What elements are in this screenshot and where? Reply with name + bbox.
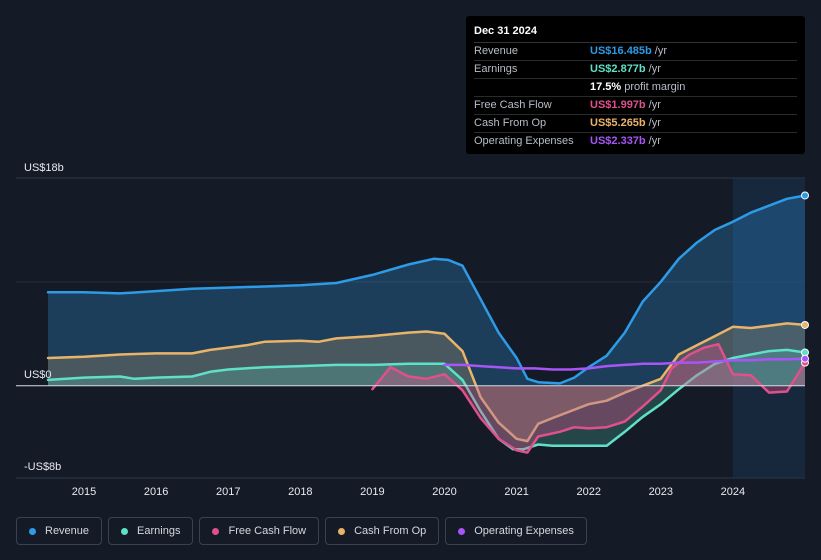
- legend-item-revenue[interactable]: Revenue: [16, 517, 103, 545]
- tooltip-row: Revenue US$16.485b/yr: [474, 43, 797, 61]
- x-tick-label: 2016: [144, 486, 168, 498]
- tooltip-row-unit: /yr: [654, 45, 667, 57]
- tooltip-row: Earnings US$2.877b/yr: [474, 61, 797, 79]
- x-tick-label: 2015: [72, 486, 96, 498]
- operating-expenses-end-point: [801, 354, 809, 363]
- cash-from-op-line: [46, 322, 807, 443]
- tooltip-row-label: Earnings: [474, 63, 518, 75]
- tooltip-row: Free Cash Flow US$1.997b/yr: [474, 97, 797, 115]
- tooltip-row-label: Revenue: [474, 45, 519, 57]
- tooltip-panel: Dec 31 2024 Revenue US$16.485b/yr Earnings…: [466, 16, 805, 154]
- revenue-area: [48, 195, 805, 386]
- x-tick-label: 2024: [721, 486, 745, 498]
- operating-expenses-line: [443, 357, 807, 371]
- tooltip-row: Cash From Op US$5.265b/yr: [474, 115, 797, 133]
- x-tick-label: 2017: [216, 486, 240, 498]
- series-layer: [16, 191, 809, 454]
- y-label-top: US$18b: [24, 162, 64, 174]
- legend-dot-icon: [338, 527, 346, 535]
- tooltip-row-value: US$16.485b: [590, 45, 652, 57]
- legend-label: Free Cash Flow: [228, 525, 307, 537]
- tooltip-date: Dec 31 2024: [474, 24, 797, 43]
- legend-label: Revenue: [45, 525, 90, 537]
- legend-dot-icon: [458, 527, 466, 535]
- tooltip-row-value: US$1.997b: [590, 99, 646, 111]
- x-tick-label: 2023: [649, 486, 673, 498]
- tooltip-row-label: Operating Expenses: [474, 135, 574, 147]
- tooltip-row-unit: /yr: [648, 135, 661, 147]
- x-axis-ticks: 2015 2016 2017 2018 2019 2020 2021 2022 2023 2024: [72, 486, 745, 498]
- y-label-bottom: -US$8b: [24, 461, 61, 473]
- tooltip-rows: Revenue US$16.485b/yr Earnings US$2.877b/yr…: [474, 43, 797, 150]
- legend-label: Earnings: [137, 525, 181, 537]
- x-tick-label: 2020: [432, 486, 456, 498]
- x-tick-label: 2021: [504, 486, 528, 498]
- y-axis-labels: US$18b US$0 -US$8b: [24, 162, 64, 473]
- tooltip-row-value: US$2.337b: [590, 135, 646, 147]
- y-label-zero: US$0: [24, 369, 52, 381]
- tooltip-row-value: US$2.877b: [590, 63, 646, 75]
- revenue-end-point: [801, 191, 809, 200]
- tooltip-row-label: Cash From Op: [474, 117, 547, 129]
- legend-item-free-cash-flow[interactable]: Free Cash Flow: [199, 517, 320, 545]
- legend-label: Cash From Op: [354, 525, 427, 537]
- tooltip-row-unit: profit margin: [624, 81, 686, 93]
- legend-dot-icon: [212, 527, 220, 535]
- free-cash-flow-line: [371, 342, 807, 454]
- legend-label: Operating Expenses: [474, 525, 574, 537]
- tooltip-row-value: US$5.265b: [590, 117, 646, 129]
- free-cash-flow-area: [372, 344, 805, 453]
- legend-dot-icon: [121, 527, 129, 535]
- tooltip-row-label: Free Cash Flow: [474, 99, 552, 111]
- legend-item-earnings[interactable]: Earnings: [108, 517, 194, 545]
- x-tick-label: 2019: [360, 486, 384, 498]
- grid-lines: [16, 177, 805, 479]
- tooltip-row-unit: /yr: [648, 99, 661, 111]
- x-tick-label: 2022: [576, 486, 600, 498]
- tooltip-row: Operating Expenses US$2.337b/yr: [474, 133, 797, 150]
- tooltip-row-value: 17.5%: [590, 81, 622, 93]
- legend-dot-icon: [29, 527, 36, 535]
- cash-from-op-end-point: [801, 320, 809, 329]
- chart-legend: Revenue Earnings Free Cash Flow Cash From O…: [16, 517, 587, 545]
- tooltip-row-label: [474, 79, 590, 96]
- cash-from-op-area: [48, 323, 805, 442]
- tooltip-row: 17.5% profit margin: [474, 79, 797, 97]
- financial-chart: US$18b US$0 -US$8b 2015 2016 2017 2018 2019 2…: [16, 162, 809, 498]
- tooltip-row-unit: /yr: [648, 117, 661, 129]
- legend-item-cash-from-op[interactable]: Cash From Op: [325, 517, 440, 545]
- tooltip-row-unit: /yr: [648, 63, 661, 75]
- legend-item-operating-expenses[interactable]: Operating Expenses: [445, 517, 587, 545]
- x-tick-label: 2018: [288, 486, 312, 498]
